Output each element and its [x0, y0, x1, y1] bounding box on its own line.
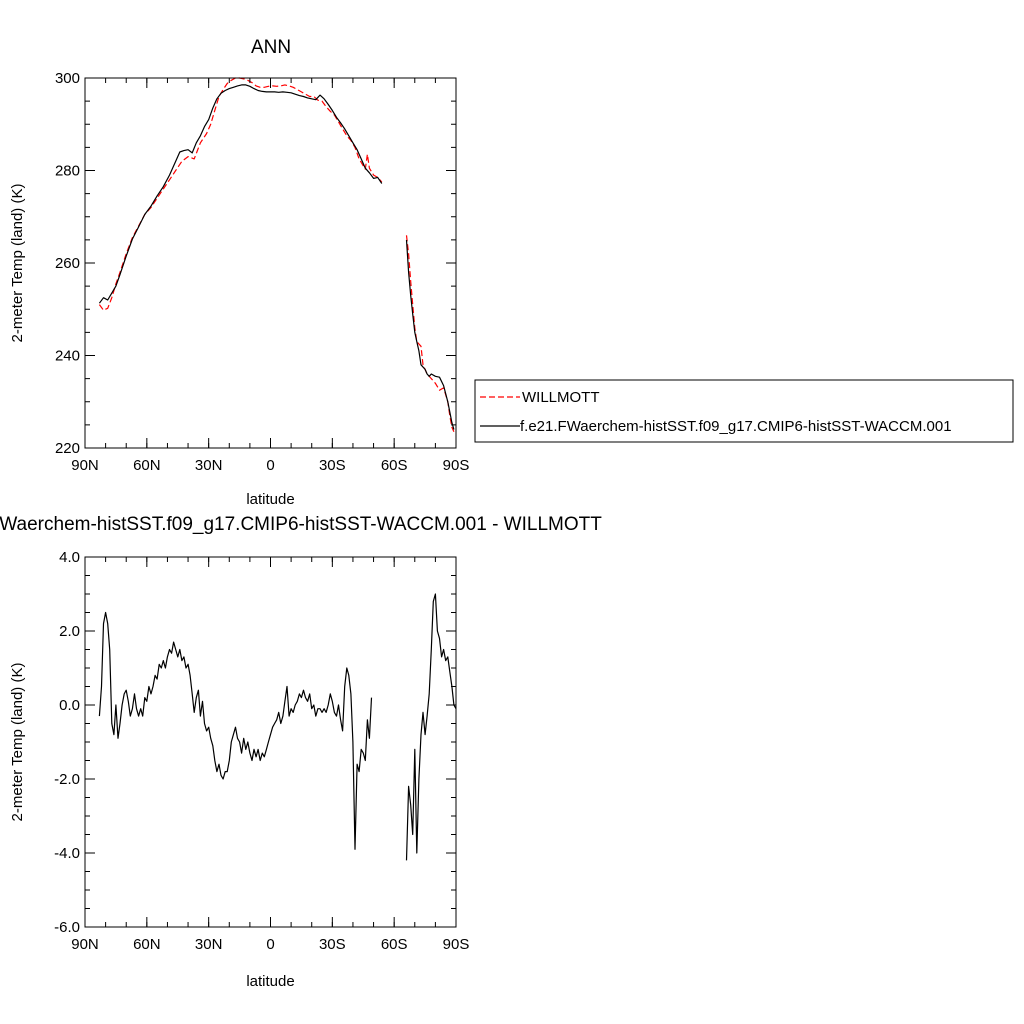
- legend: WILLMOTT f.e21.FWaerchem-histSST.f09_g17…: [474, 379, 1014, 443]
- y-tick-label: 2.0: [59, 623, 80, 640]
- y-axis-label: 2-meter Temp (land) (K): [9, 184, 26, 343]
- y-tick-label: -2.0: [54, 771, 80, 788]
- panel-difference: f.e21.FWaerchem-histSST.f09_g17.CMIP6-hi…: [0, 514, 602, 990]
- legend-box: [474, 379, 1014, 443]
- x-tick-label: 60S: [381, 457, 408, 474]
- x-tick-label: 0: [266, 936, 274, 953]
- x-tick-label: 90S: [443, 936, 470, 953]
- y-axis-label: 2-meter Temp (land) (K): [9, 663, 26, 822]
- series-line-f-e21-fwaerchem-histsst-f09-g17-cmip6-histsst-waccm-001: [98, 84, 383, 304]
- x-tick-label: 90N: [71, 457, 99, 474]
- x-tick-label: 30S: [319, 457, 346, 474]
- series-line-f-e21-fwaerchem-histsst-f09-g17-cmip6-histsst-waccm-001: [405, 239, 455, 430]
- series-line-willmott: [98, 77, 383, 311]
- x-tick-label: 60N: [133, 457, 161, 474]
- series-line-difference: [405, 593, 457, 861]
- y-tick-label: 4.0: [59, 549, 80, 566]
- x-tick-label: 30N: [195, 936, 223, 953]
- x-axis-label: latitude: [246, 491, 294, 508]
- y-tick-label: 300: [55, 70, 80, 87]
- x-tick-label: 30N: [195, 457, 223, 474]
- x-tick-label: 60S: [381, 936, 408, 953]
- x-axis-label: latitude: [246, 973, 294, 990]
- series-layer: [98, 77, 455, 433]
- tick-layer: 90N 60N 30N 0 30S 60S 90S -6.0 -4.0 -2.0 0.0 2.0 4.0: [54, 549, 469, 953]
- x-tick-label: 30S: [319, 936, 346, 953]
- tick-layer: 90N 60N 30N 0 30S 60S 90S 220 240 260 280 300: [55, 70, 469, 474]
- x-tick-label: 60N: [133, 936, 161, 953]
- y-tick-label: 280: [55, 163, 80, 180]
- y-tick-label: -4.0: [54, 845, 80, 862]
- y-tick-label: -6.0: [54, 919, 80, 936]
- y-tick-label: 0.0: [59, 697, 80, 714]
- series-line-difference: [98, 611, 373, 850]
- x-tick-label: 90S: [443, 457, 470, 474]
- x-tick-label: 0: [266, 457, 274, 474]
- series-layer: [98, 593, 457, 861]
- chart-title: ANN: [251, 37, 291, 58]
- panel-ann: ANN 90N 60N 30N 0 30S 60S 90S 220 240 260 280 300 l…: [9, 37, 469, 508]
- chart-title: f.e21.FWaerchem-histSST.f09_g17.CMIP6-hi…: [0, 514, 602, 535]
- x-tick-label: 90N: [71, 936, 99, 953]
- y-tick-label: 240: [55, 348, 80, 365]
- legend-label-model: f.e21.FWaerchem-histSST.f09_g17.CMIP6-hi…: [520, 418, 952, 435]
- y-tick-label: 220: [55, 440, 80, 457]
- legend-label-willmott: WILLMOTT: [522, 389, 600, 406]
- y-tick-label: 260: [55, 255, 80, 272]
